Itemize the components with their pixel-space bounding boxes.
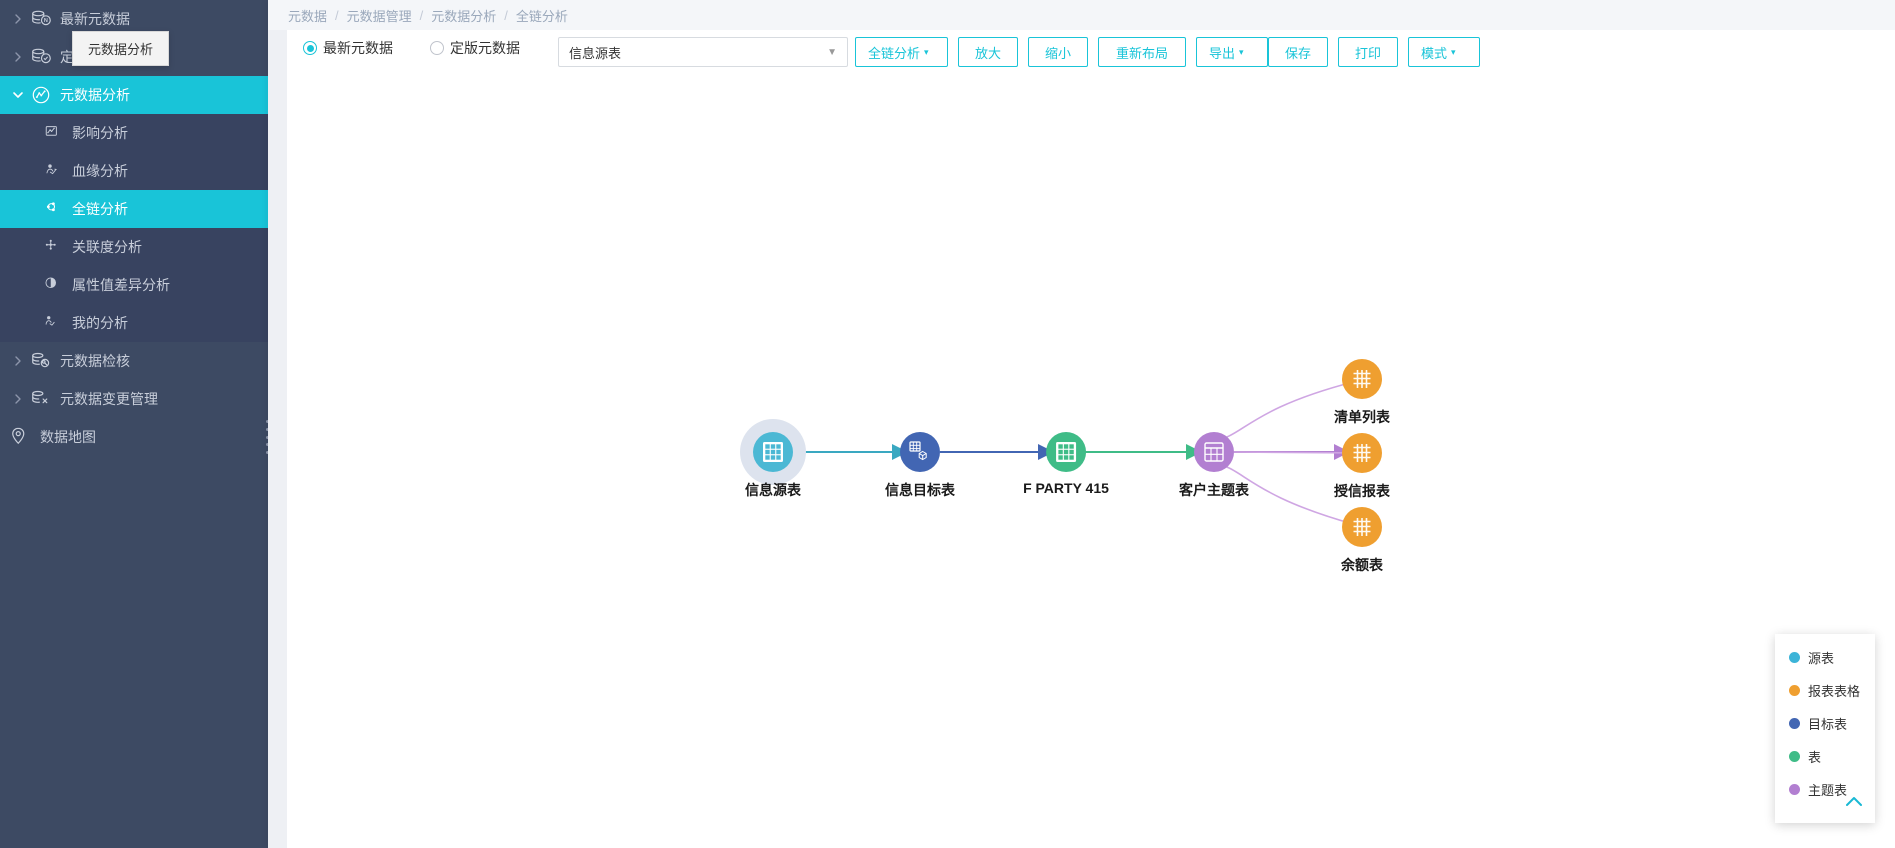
svg-text:N: N	[44, 18, 48, 24]
